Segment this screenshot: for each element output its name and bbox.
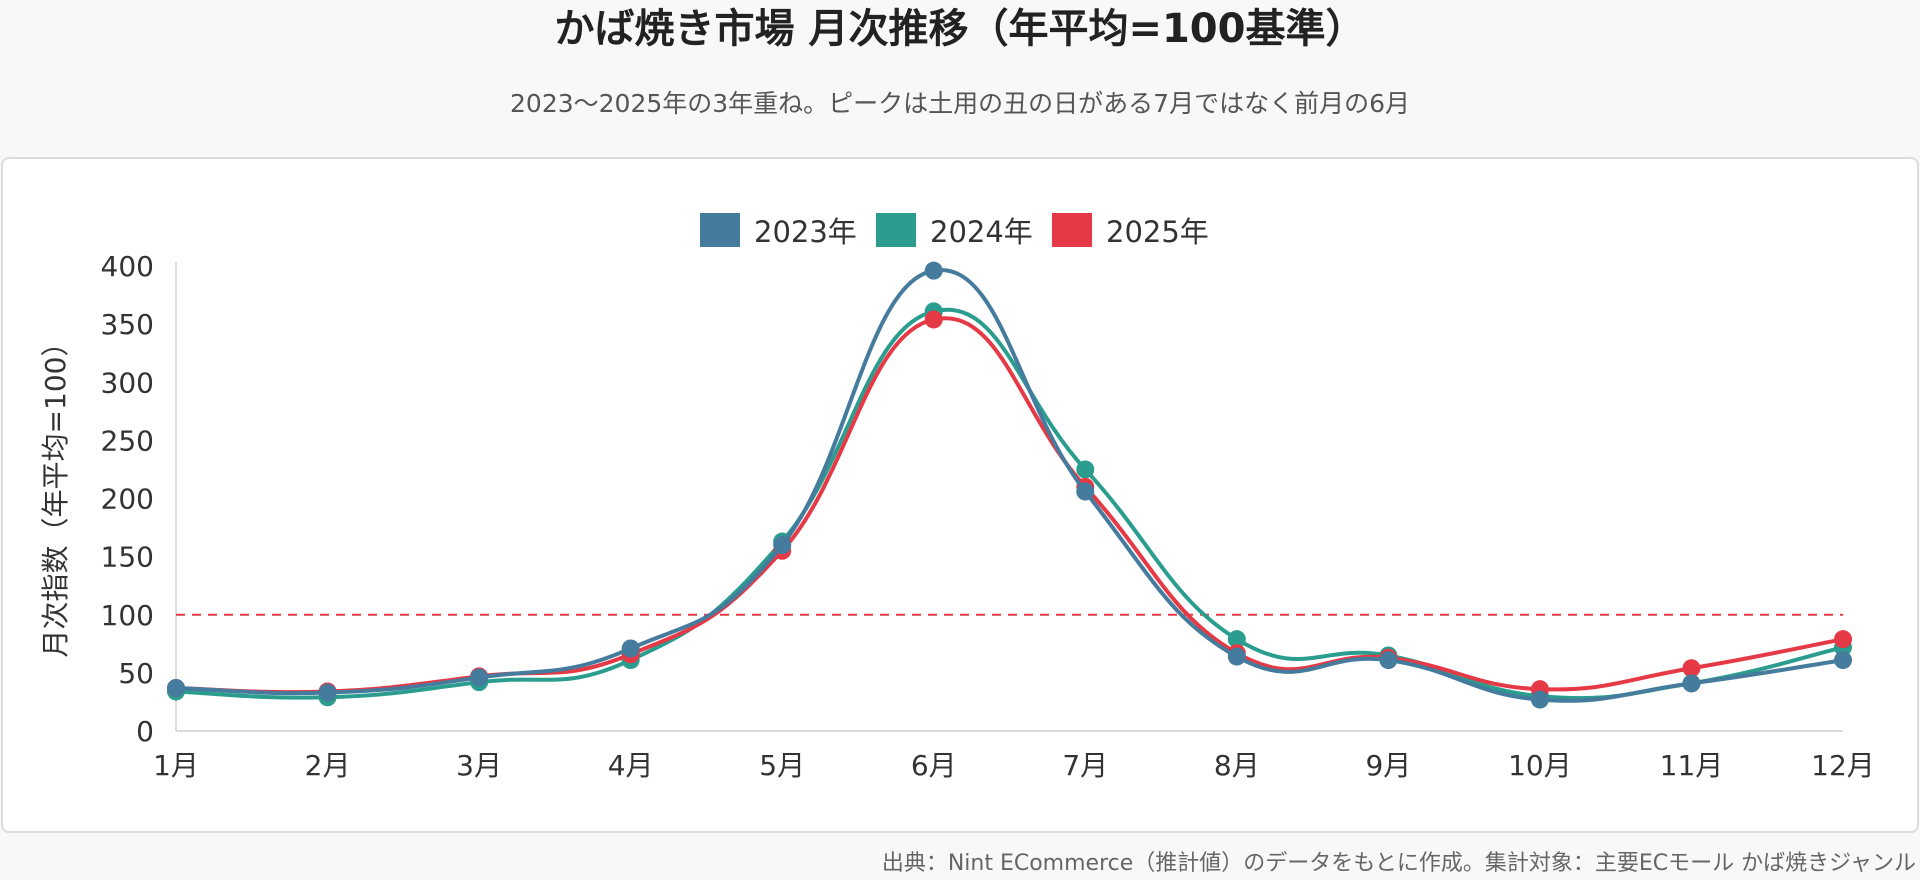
source-note: 出典：Nint ECommerce（推計値）のデータをもとに作成。集計対象：主要… bbox=[881, 851, 1916, 876]
x-tick-label: 5月 bbox=[759, 749, 805, 782]
x-tick-label: 3月 bbox=[456, 749, 502, 782]
legend-swatch bbox=[1052, 213, 1092, 247]
series-line bbox=[175, 268, 1844, 703]
y-tick-label: 50 bbox=[118, 657, 154, 690]
data-point bbox=[1227, 630, 1246, 649]
y-tick-label: 400 bbox=[101, 250, 154, 283]
x-tick-label: 9月 bbox=[1365, 749, 1411, 782]
axes: 0 50 100 150 200 250 300 350 400 1月 2月 3月 4月 5月 6月 7月 8月… bbox=[101, 250, 1875, 782]
data-point bbox=[1076, 460, 1095, 479]
data-point bbox=[1530, 690, 1549, 709]
line-chart: 2023年 2024年 2025年 0 50 100 150 200 250 300 350 400… bbox=[39, 213, 1875, 782]
y-tick-label: 250 bbox=[101, 424, 154, 457]
series-2023年 bbox=[167, 261, 1852, 709]
y-tick-label: 350 bbox=[101, 308, 154, 341]
legend-label: 2025年 bbox=[1106, 215, 1209, 249]
data-point bbox=[924, 310, 943, 329]
data-point bbox=[924, 261, 943, 280]
legend-swatch bbox=[700, 213, 740, 247]
y-tick-label: 100 bbox=[101, 599, 154, 632]
x-tick-label: 6月 bbox=[911, 749, 957, 782]
data-point bbox=[621, 639, 640, 658]
x-tick-label: 8月 bbox=[1214, 749, 1260, 782]
data-point bbox=[773, 536, 792, 554]
data-point bbox=[1682, 659, 1701, 678]
series-2025年 bbox=[167, 310, 1852, 701]
chart-subtitle: 2023〜2025年の3年重ね。ピークは土用の丑の日がある7月ではなく前月の6月 bbox=[510, 89, 1410, 118]
x-tick-label: 2月 bbox=[305, 749, 351, 782]
legend: 2023年 2024年 2025年 bbox=[700, 213, 1209, 249]
data-point bbox=[1682, 674, 1701, 693]
data-point bbox=[1227, 647, 1246, 666]
y-tick-label: 300 bbox=[101, 366, 154, 399]
legend-swatch bbox=[876, 213, 916, 247]
data-point bbox=[318, 683, 337, 702]
y-tick-label: 0 bbox=[136, 715, 154, 748]
data-point bbox=[167, 678, 185, 697]
x-tick-label: 4月 bbox=[608, 749, 654, 782]
y-axis-label: 月次指数（年平均=100） bbox=[39, 329, 72, 658]
x-tick-label: 12月 bbox=[1811, 749, 1875, 782]
y-tick-label: 200 bbox=[101, 483, 154, 516]
data-point bbox=[1076, 482, 1095, 501]
series-2024年 bbox=[167, 302, 1852, 707]
x-tick-label: 1月 bbox=[153, 749, 199, 782]
data-point bbox=[1834, 630, 1852, 649]
data-point bbox=[1834, 651, 1852, 670]
legend-label: 2023年 bbox=[754, 215, 857, 249]
x-tick-label: 10月 bbox=[1508, 749, 1572, 782]
chart-title: かば焼き市場 月次推移（年平均=100基準） bbox=[554, 6, 1366, 52]
x-tick-label: 11月 bbox=[1660, 749, 1724, 782]
x-tick-label: 7月 bbox=[1062, 749, 1108, 782]
series-line bbox=[175, 316, 1844, 695]
y-tick-label: 150 bbox=[101, 541, 154, 574]
legend-label: 2024年 bbox=[930, 215, 1033, 249]
data-point bbox=[470, 668, 489, 687]
series-group bbox=[167, 261, 1852, 709]
chart-card: 2023年 2024年 2025年 0 50 100 150 200 250 300 350 400… bbox=[1, 157, 1919, 833]
data-point bbox=[1379, 651, 1398, 670]
